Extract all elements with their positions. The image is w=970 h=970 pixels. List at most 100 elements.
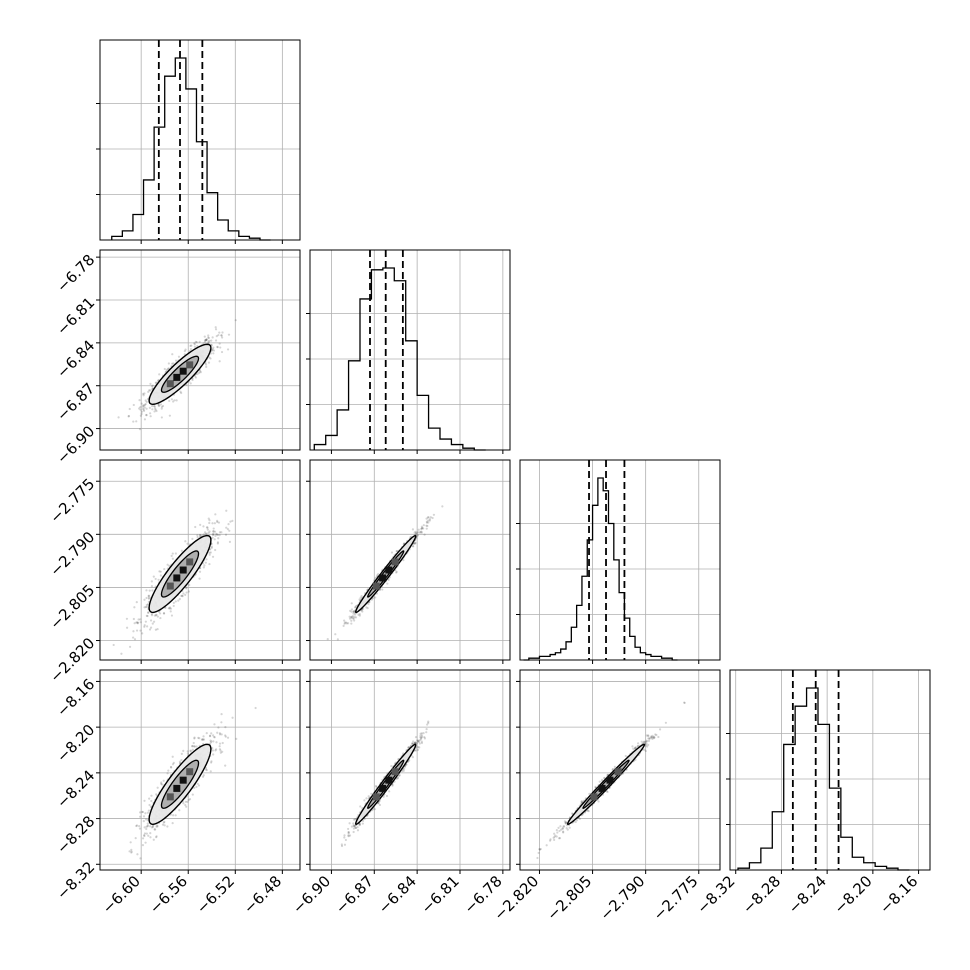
- density-peak: [166, 380, 174, 388]
- scatter-point: [132, 617, 135, 621]
- scatter-point: [151, 825, 154, 829]
- scatter-point: [345, 622, 348, 625]
- density-peak: [173, 784, 181, 792]
- scatter-point: [209, 357, 212, 360]
- scatter-point: [186, 752, 189, 755]
- scatter-point: [138, 407, 141, 410]
- scatter-point: [173, 399, 176, 402]
- scatter-point: [403, 542, 406, 545]
- scatter-point: [135, 824, 138, 828]
- scatter-point: [168, 606, 172, 609]
- scatter-point: [354, 826, 357, 830]
- scatter-point: [205, 338, 208, 341]
- scatter-point: [166, 825, 169, 828]
- scatter-point: [161, 404, 165, 408]
- scatter-point: [184, 348, 187, 351]
- scatter-point: [212, 349, 216, 352]
- scatter-point: [416, 739, 420, 742]
- scatter-point: [144, 620, 147, 623]
- scatter-point: [218, 745, 221, 748]
- scatter-point: [143, 598, 146, 601]
- y-tick-label: −6.84: [53, 336, 98, 381]
- scatter-point: [422, 732, 425, 735]
- scatter-point: [208, 562, 211, 566]
- scatter-point: [142, 392, 145, 395]
- scatter-point: [198, 737, 201, 740]
- scatter-point: [149, 626, 153, 629]
- scatter-point: [228, 529, 231, 532]
- scatter-point: [211, 347, 214, 351]
- scatter-point: [145, 400, 148, 404]
- scatter-point: [417, 739, 420, 742]
- scatter-point: [167, 362, 170, 365]
- y-tick-label: −6.90: [53, 422, 98, 467]
- scatter-point: [420, 530, 423, 533]
- scatter-point: [150, 794, 153, 797]
- scatter-point: [377, 802, 380, 805]
- scatter-point: [143, 625, 146, 628]
- scatter-point: [211, 749, 215, 752]
- scatter-point: [152, 575, 155, 578]
- scatter-point: [215, 532, 218, 535]
- scatter-point: [148, 825, 152, 828]
- scatter-point: [144, 605, 147, 609]
- scatter-point: [214, 339, 218, 342]
- scatter-point: [172, 601, 175, 605]
- scatter-point: [350, 608, 354, 611]
- scatter-point: [151, 384, 154, 387]
- scatter-point: [142, 820, 145, 823]
- scatter-point: [155, 835, 158, 838]
- scatter-point: [416, 740, 420, 743]
- scatter-point: [146, 614, 149, 618]
- scatter-point: [645, 734, 648, 737]
- scatter-point: [128, 407, 131, 411]
- scatter-point: [213, 538, 216, 541]
- scatter-point: [416, 532, 419, 535]
- scatter-point: [552, 836, 555, 839]
- scatter-point: [170, 398, 174, 401]
- scatter-point: [391, 783, 394, 786]
- scatter-point: [422, 527, 425, 530]
- scatter-point: [420, 734, 424, 737]
- scatter-point: [352, 610, 355, 613]
- scatter-point: [186, 542, 189, 545]
- scatter-point: [141, 405, 144, 408]
- scatter-point: [363, 799, 366, 802]
- scatter-point: [208, 356, 211, 359]
- scatter-point: [172, 362, 175, 365]
- scatter-point: [210, 546, 213, 549]
- scatter-point: [418, 531, 421, 534]
- scatter-point: [342, 624, 345, 627]
- scatter-point: [413, 531, 416, 534]
- scatter-point: [141, 837, 145, 840]
- scatter-point: [210, 732, 213, 735]
- scatter-point: [219, 346, 222, 349]
- scatter-point: [350, 616, 353, 619]
- scatter-point: [365, 606, 368, 609]
- scatter-point: [145, 596, 148, 600]
- scatter-point: [207, 361, 211, 364]
- scatter-point: [142, 815, 146, 818]
- scatter-point: [151, 589, 154, 592]
- scatter-panel: −6.90−6.87−6.84−6.81−6.78: [53, 249, 301, 467]
- scatter-point: [135, 824, 139, 827]
- scatter-point: [350, 615, 353, 618]
- scatter-point: [149, 389, 152, 392]
- scatter-point: [556, 831, 559, 834]
- scatter-point: [150, 385, 154, 388]
- scatter-point: [426, 516, 430, 519]
- scatter-point: [432, 513, 436, 516]
- scatter-point: [218, 733, 222, 736]
- scatter-point: [218, 342, 221, 345]
- scatter-point: [346, 622, 350, 625]
- scatter-point: [149, 415, 152, 418]
- scatter-point: [171, 755, 174, 758]
- scatter-point: [139, 405, 142, 409]
- scatter-point: [112, 643, 115, 647]
- x-tick-label: −6.84: [375, 872, 420, 917]
- scatter-point: [171, 557, 174, 560]
- scatter-point: [411, 742, 414, 745]
- scatter-point: [159, 612, 162, 615]
- scatter-point: [170, 766, 173, 769]
- scatter-point: [127, 415, 130, 418]
